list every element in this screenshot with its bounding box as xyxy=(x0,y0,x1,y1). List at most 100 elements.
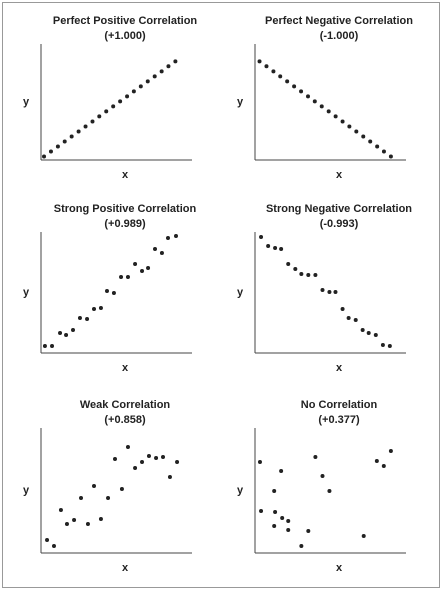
point xyxy=(278,74,283,79)
y-axis-label: y xyxy=(23,484,30,496)
point xyxy=(175,460,180,464)
chart-title: Perfect Negative Correlation xyxy=(265,15,413,27)
frame xyxy=(2,2,440,588)
point xyxy=(133,261,138,266)
point xyxy=(173,233,178,238)
x-axis-label: x xyxy=(122,362,129,374)
point xyxy=(320,474,325,478)
point xyxy=(161,455,166,459)
point xyxy=(72,518,77,522)
point xyxy=(85,522,90,526)
point xyxy=(340,306,345,311)
point xyxy=(312,99,317,104)
point xyxy=(326,109,331,114)
point xyxy=(64,522,69,526)
point xyxy=(264,64,269,69)
point xyxy=(159,69,164,74)
point xyxy=(55,144,60,149)
point xyxy=(111,104,116,109)
point xyxy=(279,246,284,251)
point xyxy=(112,457,117,461)
point xyxy=(71,328,76,333)
point xyxy=(131,89,136,94)
point xyxy=(79,496,84,500)
chart-title: Strong Negative Correlation xyxy=(266,203,412,215)
point xyxy=(347,124,352,129)
point xyxy=(125,94,130,99)
point xyxy=(388,449,393,453)
point xyxy=(98,305,103,310)
point xyxy=(271,69,276,74)
point xyxy=(154,456,159,460)
point xyxy=(387,343,392,348)
point xyxy=(125,445,130,449)
point xyxy=(146,454,151,458)
point xyxy=(280,516,285,520)
point xyxy=(83,124,88,129)
point xyxy=(381,149,386,154)
point xyxy=(119,275,124,280)
chart-title: No Correlation xyxy=(301,399,378,411)
point xyxy=(354,129,359,134)
point xyxy=(138,84,143,89)
y-axis-label: y xyxy=(237,96,244,108)
point xyxy=(361,534,366,538)
point xyxy=(257,460,262,464)
x-axis-label: x xyxy=(122,169,129,181)
point xyxy=(153,246,158,251)
point xyxy=(306,272,311,277)
point xyxy=(375,144,380,149)
point xyxy=(165,236,170,241)
point xyxy=(299,271,304,276)
point xyxy=(48,149,53,154)
point xyxy=(77,316,82,321)
point xyxy=(293,267,298,272)
point xyxy=(85,316,90,321)
point xyxy=(333,290,338,295)
x-axis-label: x xyxy=(336,562,343,574)
chart-subtitle: (+1.000) xyxy=(104,30,146,42)
point xyxy=(388,154,393,159)
point xyxy=(104,109,109,114)
chart-subtitle: (+0.989) xyxy=(104,218,146,230)
point xyxy=(119,487,124,491)
x-axis-label: x xyxy=(336,362,343,374)
point xyxy=(286,261,291,266)
point xyxy=(368,139,373,144)
point xyxy=(104,289,109,294)
point xyxy=(58,331,63,336)
point xyxy=(353,317,358,322)
point xyxy=(166,64,171,69)
point xyxy=(306,94,311,99)
chart-title: Weak Correlation xyxy=(80,399,171,411)
chart-subtitle: (+0.377) xyxy=(318,414,360,426)
point xyxy=(42,154,47,159)
point xyxy=(373,332,378,337)
point xyxy=(69,134,74,139)
point xyxy=(173,59,178,64)
point xyxy=(313,272,318,277)
point xyxy=(257,59,262,64)
point xyxy=(111,290,116,295)
point xyxy=(51,544,56,548)
point xyxy=(133,466,138,470)
point xyxy=(333,114,338,119)
point xyxy=(58,508,63,512)
point xyxy=(319,104,324,109)
point xyxy=(64,332,69,337)
point xyxy=(140,268,145,273)
point xyxy=(320,287,325,292)
point xyxy=(273,510,278,514)
point xyxy=(140,460,145,464)
point xyxy=(340,119,345,124)
point xyxy=(381,464,386,468)
point xyxy=(380,343,385,348)
point xyxy=(273,245,278,250)
point xyxy=(92,484,97,488)
chart-title: Perfect Positive Correlation xyxy=(53,15,198,27)
point xyxy=(299,89,304,94)
point xyxy=(106,496,111,500)
x-axis-label: x xyxy=(336,169,343,181)
point xyxy=(279,469,284,473)
point xyxy=(327,290,332,295)
